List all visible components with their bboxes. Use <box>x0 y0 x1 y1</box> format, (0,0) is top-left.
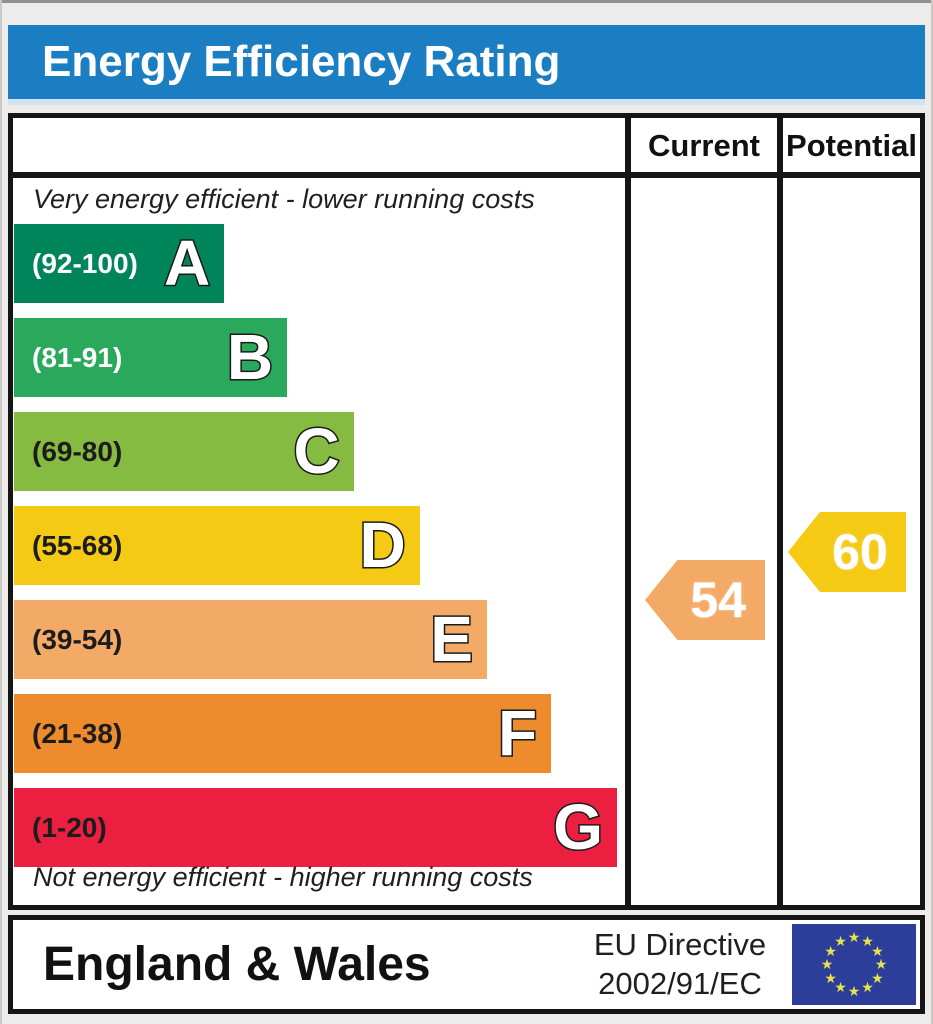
eu-flag-star-icon: ★ <box>824 942 837 959</box>
band-letter: A <box>162 226 211 301</box>
region-label: England & Wales <box>43 938 431 991</box>
column-header-potential: Potential <box>786 128 917 163</box>
band-letter: E <box>429 602 475 677</box>
bands-container: (92-100) A (81-91) B (69-80) C (55-68) D… <box>14 224 625 867</box>
rating-band: (92-100) A <box>14 224 225 303</box>
eu-flag-star-icon: ★ <box>847 983 861 999</box>
band-range-label: (69-80) <box>32 435 123 467</box>
eu-flag-star-icon: ★ <box>861 932 874 949</box>
bottom-note: Not energy efficient - higher running co… <box>33 862 533 892</box>
potential-rating-arrow: 60 <box>788 512 906 592</box>
eu-flag-star-icon: ★ <box>871 969 884 986</box>
current-rating-value: 54 <box>690 572 746 628</box>
current-rating-arrow: 54 <box>645 560 765 640</box>
eu-flag-star-icon: ★ <box>874 956 888 972</box>
rating-band: (21-38) F <box>14 694 552 773</box>
band-letter: D <box>358 508 407 583</box>
window-top-edge <box>0 0 933 3</box>
band-range-label: (21-38) <box>32 717 123 749</box>
rating-band: (81-91) B <box>14 318 288 397</box>
eu-flag-icon: ★ ★ ★ ★ ★ ★ ★ ★ ★ ★ ★ ★ <box>792 924 916 1005</box>
column-divider-current <box>625 118 631 905</box>
band-range-label: (92-100) <box>32 247 138 279</box>
footer: England & Wales EU Directive 2002/91/EC … <box>8 915 925 1014</box>
eu-directive-line2: 2002/91/EC <box>598 966 762 1001</box>
top-note: Very energy efficient - lower running co… <box>33 184 535 214</box>
eu-flag-star-icon: ★ <box>834 932 847 949</box>
band-letter: G <box>552 790 605 865</box>
column-header-current: Current <box>648 128 760 163</box>
eu-flag-star-icon: ★ <box>824 969 837 986</box>
rating-band: (69-80) C <box>14 412 354 491</box>
rating-band: (55-68) D <box>14 506 420 585</box>
window-right-edge <box>931 0 933 1024</box>
window-left-edge <box>0 0 2 1024</box>
band-range-label: (1-20) <box>32 811 107 843</box>
page-title: Energy Efficiency Rating <box>42 37 561 86</box>
potential-rating-value: 60 <box>832 524 888 580</box>
band-letter: F <box>496 696 538 771</box>
eu-directive-line1: EU Directive <box>593 927 767 962</box>
eu-flag-star-icon: ★ <box>871 942 884 959</box>
rating-band: (1-20) G <box>14 788 618 867</box>
band-range-label: (81-91) <box>32 341 123 373</box>
title-bar-shadow <box>8 99 925 105</box>
column-divider-potential <box>777 118 783 905</box>
eu-flag-star-icon: ★ <box>834 979 847 996</box>
title-bar: Energy Efficiency Rating <box>8 25 925 99</box>
eu-flag-star-icon: ★ <box>847 929 861 945</box>
eu-flag-star-icon: ★ <box>820 956 834 972</box>
rating-band: (39-54) E <box>14 600 487 679</box>
band-range-label: (39-54) <box>32 623 123 655</box>
header-row-divider <box>13 172 920 178</box>
band-letter: C <box>292 414 341 489</box>
band-range-label: (55-68) <box>32 529 123 561</box>
band-letter: B <box>225 320 274 395</box>
energy-rating-table: Current Potential Very energy efficient … <box>8 113 925 910</box>
eu-directive-label: EU Directive 2002/91/EC <box>580 925 780 1003</box>
eu-flag-star-icon: ★ <box>861 979 874 996</box>
